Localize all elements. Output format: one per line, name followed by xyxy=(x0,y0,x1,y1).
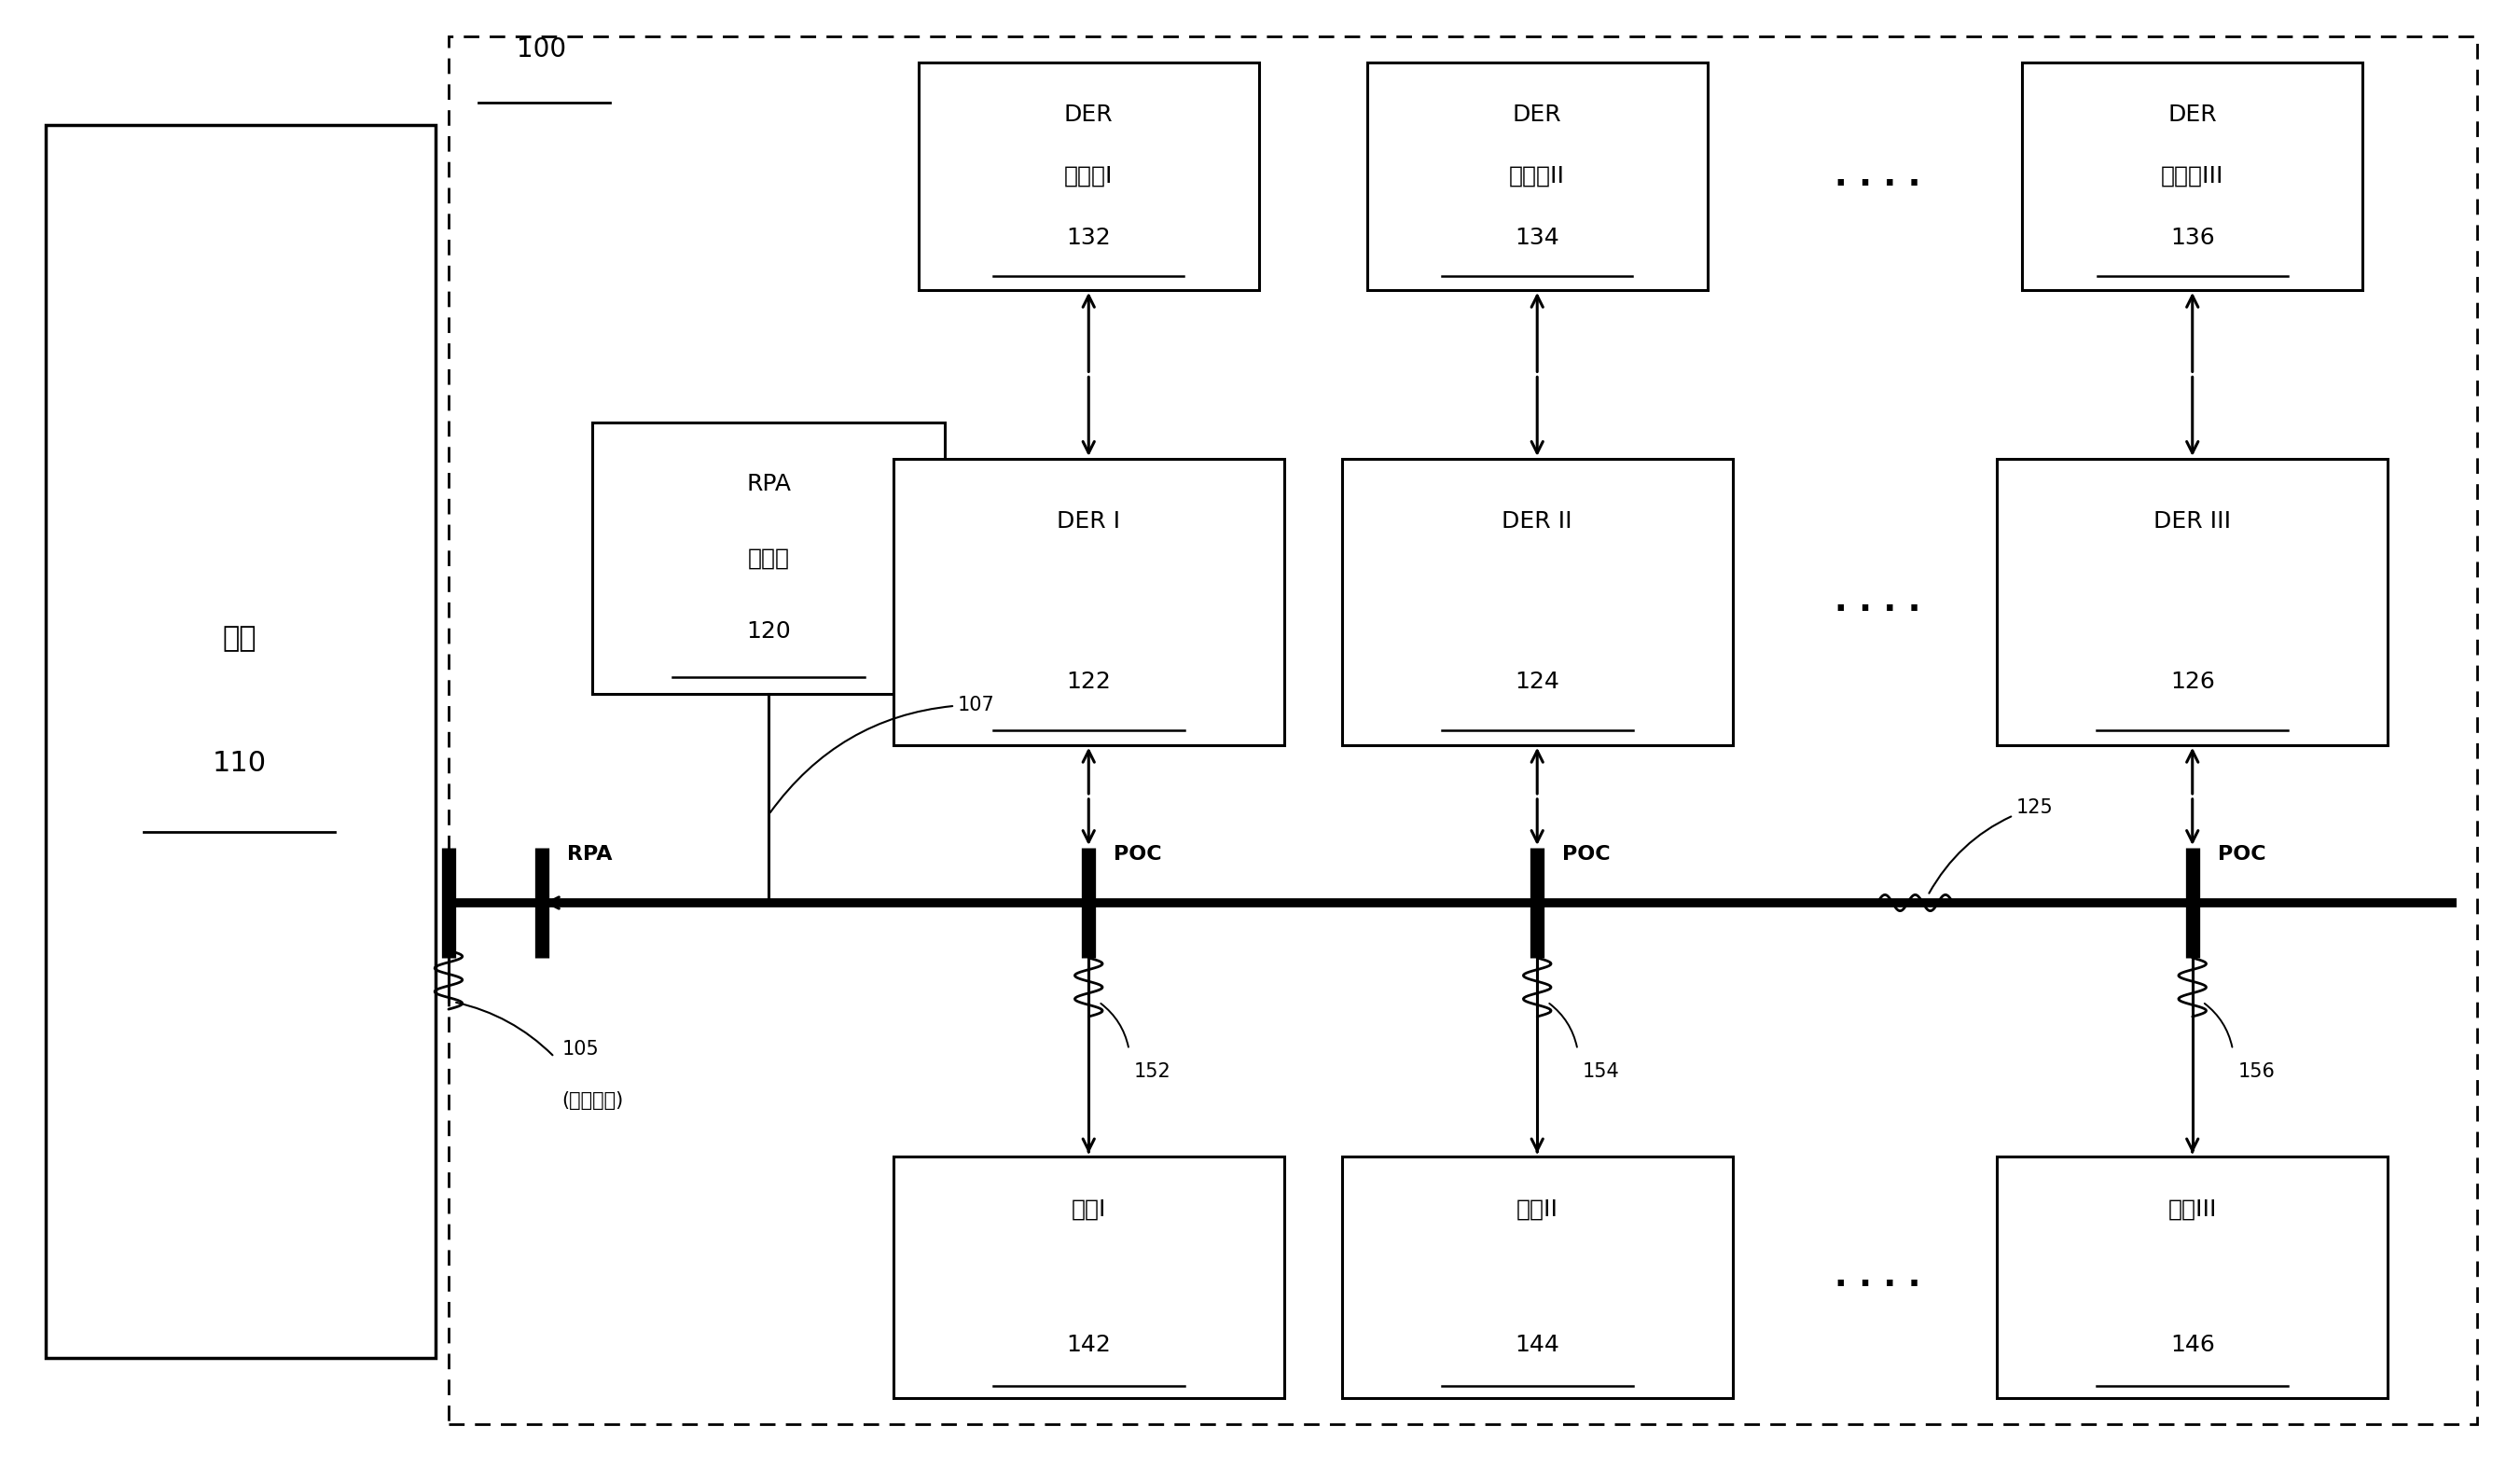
Text: POC: POC xyxy=(2218,846,2265,863)
Text: 136: 136 xyxy=(2170,226,2215,248)
Text: DER: DER xyxy=(2167,104,2218,126)
Text: 120: 120 xyxy=(746,619,791,643)
Text: POC: POC xyxy=(1114,846,1162,863)
Text: 132: 132 xyxy=(1066,226,1111,248)
Text: . . . .: . . . . xyxy=(1835,160,1920,192)
Text: DER: DER xyxy=(1512,104,1562,126)
Text: 控制器: 控制器 xyxy=(748,546,789,570)
Bar xyxy=(2021,62,2364,291)
Text: (电网接口): (电网接口) xyxy=(562,1092,625,1110)
Text: 控制器III: 控制器III xyxy=(2162,164,2223,188)
Text: DER II: DER II xyxy=(1502,511,1572,533)
Text: 144: 144 xyxy=(1515,1334,1560,1356)
Text: 124: 124 xyxy=(1515,671,1560,693)
Text: 134: 134 xyxy=(1515,226,1560,248)
Text: 156: 156 xyxy=(2238,1063,2276,1080)
Text: 152: 152 xyxy=(1134,1063,1172,1080)
Bar xyxy=(449,37,2477,1424)
Text: . . . .: . . . . xyxy=(1835,1261,1920,1293)
Bar xyxy=(45,125,436,1358)
Bar xyxy=(1341,1157,1734,1398)
Bar xyxy=(1996,1157,2386,1398)
Bar xyxy=(1366,62,1709,291)
Text: 107: 107 xyxy=(771,696,995,813)
Bar xyxy=(1341,458,1734,746)
Text: 控制器I: 控制器I xyxy=(1063,164,1114,188)
Text: 146: 146 xyxy=(2170,1334,2215,1356)
Text: 122: 122 xyxy=(1066,671,1111,693)
Text: 负载II: 负载II xyxy=(1517,1198,1557,1220)
Text: DER: DER xyxy=(1063,104,1114,126)
Text: 100: 100 xyxy=(517,37,567,63)
Text: DER III: DER III xyxy=(2155,511,2230,533)
Text: 负载I: 负载I xyxy=(1071,1198,1106,1220)
Text: 125: 125 xyxy=(1928,799,2054,893)
Text: RPA: RPA xyxy=(746,473,791,496)
Text: 电网: 电网 xyxy=(222,625,257,652)
Text: 110: 110 xyxy=(212,750,267,777)
Text: POC: POC xyxy=(1562,846,1610,863)
Text: 126: 126 xyxy=(2170,671,2215,693)
Text: 控制器II: 控制器II xyxy=(1509,164,1565,188)
Bar xyxy=(592,423,945,694)
Bar xyxy=(892,458,1283,746)
Text: RPA: RPA xyxy=(567,846,612,863)
Text: 142: 142 xyxy=(1066,1334,1111,1356)
Text: 105: 105 xyxy=(562,1041,600,1058)
Bar xyxy=(917,62,1260,291)
Text: DER I: DER I xyxy=(1056,511,1121,533)
Bar xyxy=(892,1157,1283,1398)
Text: 154: 154 xyxy=(1583,1063,1620,1080)
Bar xyxy=(1996,458,2386,746)
Text: 负载III: 负载III xyxy=(2167,1198,2218,1220)
Text: . . . .: . . . . xyxy=(1835,586,1920,618)
